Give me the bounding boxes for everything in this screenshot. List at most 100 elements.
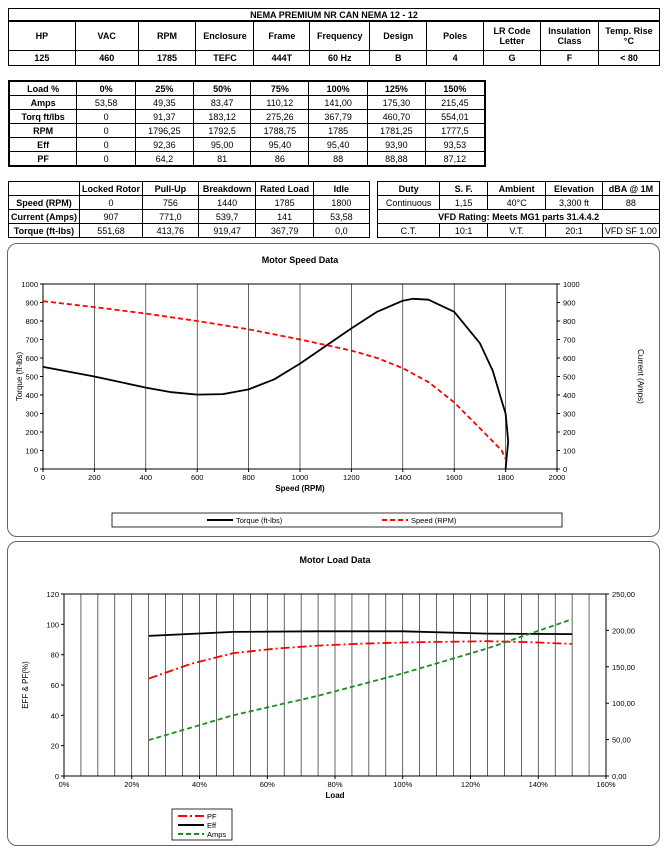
load-value-cell: 0 (76, 151, 136, 167)
table-gap (368, 209, 379, 224)
specs-header-row: HP VAC RPM Enclosure Frame Frequency Design Pol… (8, 21, 661, 51)
y2-tick-label: 200,00 (612, 626, 635, 635)
x-tick-label: 600 (191, 473, 204, 482)
load-header-cell: Load % (8, 80, 78, 96)
y-tick-label: 20 (51, 742, 59, 751)
y2-tick-label: 400 (563, 391, 576, 400)
load-value-cell: 460,70 (366, 109, 426, 124)
load-value-cell: 95,00 (192, 137, 252, 152)
perf-value-cell: 551,68 (79, 223, 144, 238)
perf-row-label: Torque (ft-lbs) (7, 223, 81, 238)
load-header-cell: 150% (424, 80, 486, 96)
motor-load-chart: Motor Load Data 0% 20% 40% 60% 80% 100% 120% 140… (21, 555, 635, 841)
x-tick-label: 1200 (343, 473, 360, 482)
x-tick-label: 400 (140, 473, 153, 482)
duty-value-cell: Continuous (377, 195, 441, 210)
x-tick-label: 2000 (549, 473, 566, 482)
perf-header-cell: Breakdown (197, 181, 257, 196)
y-tick-label: 80 (51, 651, 59, 660)
load-value-cell: 87,12 (424, 151, 486, 167)
perf-row-label: Speed (RPM) (7, 195, 81, 210)
perf-value-cell: 1440 (197, 195, 257, 210)
x-tick-label: 100% (393, 780, 413, 789)
spec-value-cell: TEFC (195, 50, 255, 66)
series-line (42, 300, 507, 460)
spec-header-cell: RPM (137, 21, 197, 51)
load-value-cell: 53,58 (76, 95, 136, 110)
load-row-label: RPM (8, 123, 78, 138)
perf-value-cell: 1785 (255, 195, 314, 210)
load-value-cell: 1792,5 (192, 123, 252, 138)
load-value-cell: 93,53 (424, 137, 486, 152)
legend-label: Amps (207, 830, 226, 839)
y2-tick-label: 50,00 (612, 736, 631, 745)
perf-value-cell: 919,47 (197, 223, 257, 238)
y2-tick-label: 150,00 (612, 663, 635, 672)
duty-header-cell: S. F. (439, 181, 489, 196)
load-value-cell: 275,26 (250, 109, 310, 124)
load-value-cell: 367,79 (308, 109, 368, 124)
load-value-cell: 175,30 (366, 95, 426, 110)
spec-value-cell: 4 (426, 50, 485, 66)
motor-speed-chart-panel: Motor Speed Data 0 200 400 600 800 1000 1200 140… (7, 243, 660, 537)
duty-header-cell: Elevation (545, 181, 603, 196)
load-value-cell: 95,40 (250, 137, 310, 152)
spec-value-cell: 460 (74, 50, 139, 66)
x-tick-label: 140% (529, 780, 549, 789)
spec-header-cell: HP (8, 21, 76, 51)
perf-header-cell: Rated Load (255, 181, 314, 196)
y-tick-label: 300 (25, 410, 38, 419)
motor-performance-table: Locked Rotor Pull-Up Breakdown Rated Load Id… (7, 181, 661, 238)
load-header-row: Load % 0% 25% 50% 75% 100% 125% 150% (8, 80, 486, 96)
x-tick-label: 40% (192, 780, 207, 789)
perf-value-cell: 53,58 (312, 209, 370, 224)
y-tick-label: 40 (51, 711, 59, 720)
legend-label: Torque (ft-lbs) (236, 516, 283, 525)
y-tick-label: 800 (25, 317, 38, 326)
y2-tick-label: 900 (563, 299, 576, 308)
perf-value-cell: 771,0 (142, 209, 199, 224)
y-tick-label: 600 (25, 354, 38, 363)
load-row-label: Amps (8, 95, 78, 110)
y-tick-label: 400 (25, 391, 38, 400)
perf-value-cell: 756 (142, 195, 199, 210)
load-row-label: Torq ft/lbs (8, 109, 78, 124)
nameplate-specs-table: HP VAC RPM Enclosure Frame Frequency Design Pol… (8, 21, 661, 66)
y-tick-label: 60 (51, 681, 59, 690)
chart-title: Motor Load Data (300, 555, 372, 565)
load-value-cell: 64,2 (134, 151, 194, 167)
perf-value-cell: 539,7 (197, 209, 257, 224)
duty-header-cell: Duty (377, 181, 441, 196)
table-gap (368, 181, 379, 196)
perf-data-row: Speed (RPM) 0 756 1440 1785 1800 Continuous 1,1… (7, 195, 661, 210)
duty-header-cell: dBA @ 1M (601, 181, 661, 196)
load-value-cell: 554,01 (424, 109, 486, 124)
series-line (148, 618, 573, 741)
y-tick-label: 900 (25, 299, 38, 308)
y-tick-label: 1000 (21, 280, 38, 289)
chart-title: Motor Speed Data (262, 255, 340, 265)
load-value-cell: 1781,25 (366, 123, 426, 138)
spec-value-cell: 444T (253, 50, 311, 66)
load-value-cell: 0 (76, 109, 136, 124)
load-value-cell: 1777,5 (424, 123, 486, 138)
load-data-row: PF 0 64,2 81 86 88 88,88 87,12 (8, 151, 486, 167)
perf-header-cell (7, 181, 81, 196)
spec-title-table: NEMA PREMIUM NR CAN NEMA 12 - 12 (8, 8, 660, 21)
perf-value-cell: 0,0 (312, 223, 370, 238)
load-header-cell: 50% (192, 80, 252, 96)
legend-label: PF (207, 812, 217, 821)
load-header-cell: 75% (250, 80, 310, 96)
y-tick-label: 200 (25, 428, 38, 437)
x-tick-label: 800 (242, 473, 255, 482)
spec-value-cell: 125 (8, 50, 76, 66)
x-tick-label: 80% (327, 780, 342, 789)
legend-label: Speed (RPM) (411, 516, 457, 525)
load-value-cell: 1796,25 (134, 123, 194, 138)
y2-tick-label: 100,00 (612, 699, 635, 708)
load-value-cell: 81 (192, 151, 252, 167)
motor-load-chart-panel: Motor Load Data 0% 20% 40% 60% 80% 100% 120% 140… (7, 541, 660, 846)
y-tick-label: 100 (25, 447, 38, 456)
y-tick-label: 700 (25, 336, 38, 345)
